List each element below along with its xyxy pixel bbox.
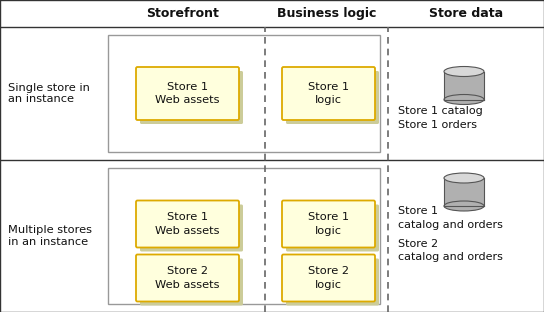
Bar	[444, 71, 484, 100]
FancyBboxPatch shape	[108, 35, 380, 152]
Bar	[444, 178, 484, 206]
FancyBboxPatch shape	[140, 71, 243, 124]
FancyBboxPatch shape	[108, 168, 380, 304]
FancyBboxPatch shape	[140, 259, 243, 305]
FancyBboxPatch shape	[286, 71, 379, 124]
Text: catalog and orders: catalog and orders	[398, 252, 503, 262]
Text: Business logic: Business logic	[277, 7, 376, 20]
FancyBboxPatch shape	[136, 67, 239, 120]
FancyBboxPatch shape	[136, 255, 239, 301]
Text: Single store in
an instance: Single store in an instance	[8, 83, 90, 104]
Text: Store 2
logic: Store 2 logic	[308, 266, 349, 290]
Text: Store 1: Store 1	[398, 207, 438, 217]
FancyBboxPatch shape	[282, 255, 375, 301]
Text: Store 2: Store 2	[398, 239, 438, 249]
FancyBboxPatch shape	[136, 201, 239, 247]
Text: Storefront: Storefront	[146, 7, 219, 20]
FancyBboxPatch shape	[286, 204, 379, 251]
Ellipse shape	[444, 173, 484, 183]
FancyBboxPatch shape	[282, 201, 375, 247]
Text: Store 1
logic: Store 1 logic	[308, 212, 349, 236]
FancyBboxPatch shape	[140, 204, 243, 251]
Text: catalog and orders: catalog and orders	[398, 220, 503, 230]
FancyBboxPatch shape	[282, 67, 375, 120]
Text: Store 1 catalog: Store 1 catalog	[398, 106, 483, 116]
Text: Multiple stores
in an instance: Multiple stores in an instance	[8, 225, 92, 247]
FancyBboxPatch shape	[286, 259, 379, 305]
Ellipse shape	[444, 66, 484, 76]
Text: Store 1
Web assets: Store 1 Web assets	[155, 212, 220, 236]
Text: Store 1
logic: Store 1 logic	[308, 82, 349, 105]
Text: Store data: Store data	[429, 7, 503, 20]
Text: Store 1
Web assets: Store 1 Web assets	[155, 82, 220, 105]
Text: Store 1 orders: Store 1 orders	[398, 119, 477, 129]
Ellipse shape	[444, 95, 484, 105]
Ellipse shape	[444, 201, 484, 211]
Text: Store 2
Web assets: Store 2 Web assets	[155, 266, 220, 290]
